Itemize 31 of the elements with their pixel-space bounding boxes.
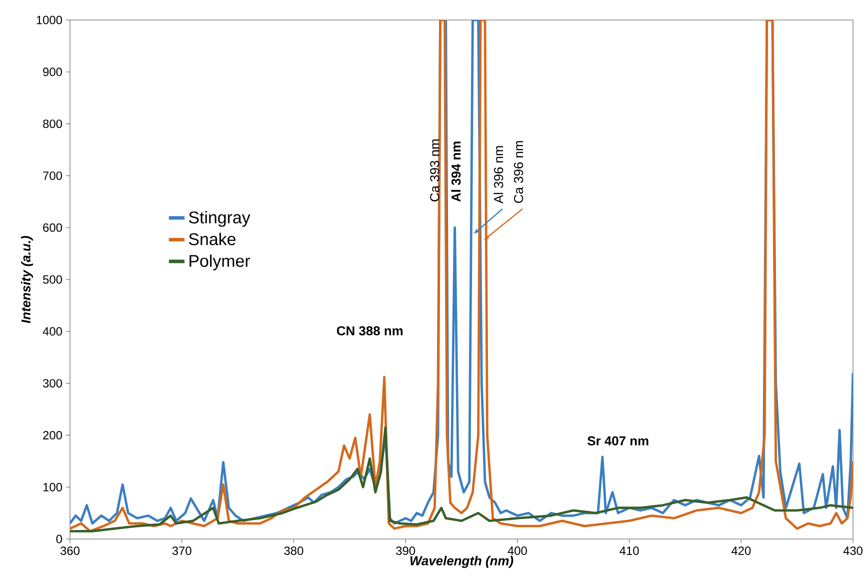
legend-label: Polymer xyxy=(190,254,250,270)
y-tick-label: 600 xyxy=(43,223,62,232)
annotation: Al 394 nm xyxy=(451,142,461,202)
annotation: Ca 393 nm xyxy=(430,140,440,202)
x-tick-label: 390 xyxy=(396,546,416,555)
annotation: Al 396 nm xyxy=(494,146,504,204)
y-tick-label: 800 xyxy=(43,120,62,128)
legend-label: Stingray xyxy=(188,211,250,227)
x-tick-label: 370 xyxy=(172,546,192,555)
y-axis-title: Intensity (a.u.) xyxy=(20,236,34,324)
legend-label: Snake xyxy=(188,232,236,246)
y-tick-label: 200 xyxy=(43,430,62,440)
y-tick-label: 300 xyxy=(42,379,62,388)
x-tick-label: 410 xyxy=(620,546,639,555)
annotation: Ca 396 nm xyxy=(514,141,524,203)
x-tick-label: 430 xyxy=(843,546,863,555)
annotation: CN 388 nm xyxy=(336,326,403,336)
y-tick-label: 1000 xyxy=(36,16,62,24)
x-tick-label: 380 xyxy=(284,546,304,555)
x-tick-label: 420 xyxy=(731,546,751,555)
y-tick-label: 0 xyxy=(56,534,62,544)
y-tick-label: 500 xyxy=(43,275,62,284)
y-tick-label: 400 xyxy=(42,327,62,336)
annotation: Sr 407 nm xyxy=(588,436,648,446)
x-tick-label: 360 xyxy=(60,546,80,555)
y-tick-label: 700 xyxy=(43,171,62,180)
y-tick-label: 100 xyxy=(43,482,62,492)
line-series xyxy=(70,426,854,532)
x-tick-label: 400 xyxy=(508,546,527,555)
x-axis-title: Wavelength (nm) xyxy=(410,556,514,568)
y-tick-label: 900 xyxy=(43,68,62,76)
